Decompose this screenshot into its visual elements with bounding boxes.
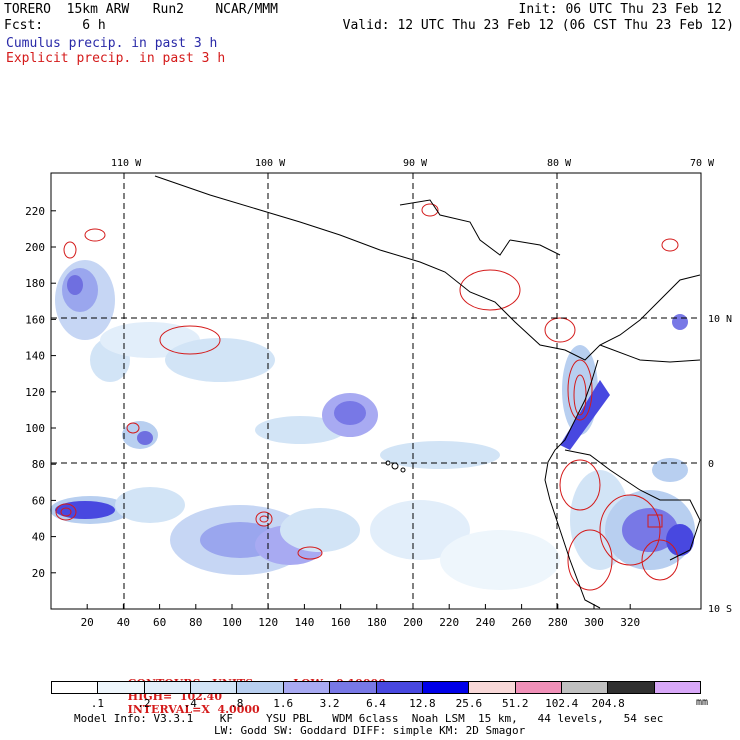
x-tick-label: 300 (584, 616, 604, 629)
longitude-labels: 110 W 100 W 90 W 80 W 70 W (111, 158, 715, 169)
precip-colorbar (51, 681, 701, 694)
precip-map: 110 W 100 W 90 W 80 W 70 W 10 N 0 10 S 2… (25, 158, 732, 629)
colorbar-label: 51.2 (502, 697, 529, 710)
x-tick-label: 180 (367, 616, 387, 629)
coastlines (154, 175, 701, 609)
colorbar-label: 12.8 (409, 697, 436, 710)
colorbar-labels: .1 .2 .4 .8 1.6 3.2 6.4 12.8 25.6 51.2 102.4 204.8 (0, 697, 740, 711)
colorbar-swatch (98, 682, 145, 693)
latitude-labels: 10 N 0 10 S (708, 314, 732, 615)
explicit-legend-label: Explicit precip. in past 3 h (6, 51, 226, 66)
colorbar-label: 204.8 (591, 697, 625, 710)
colorbar-label: 1.6 (273, 697, 294, 710)
colorbar-swatch (608, 682, 655, 693)
colorbar-label: 102.4 (545, 697, 579, 710)
colorbar-label: 25.6 (455, 697, 483, 710)
y-tick-label: 220 (25, 205, 45, 218)
y-tick-label: 20 (32, 567, 45, 580)
init-time: Init: 06 UTC Thu 23 Feb 12 (518, 2, 723, 17)
x-tick-label: 160 (331, 616, 351, 629)
y-tick-label: 80 (32, 458, 45, 471)
x-tick-label: 320 (620, 616, 640, 629)
colorbar-swatch (191, 682, 238, 693)
explicit-precip-contours (55, 203, 679, 591)
x-tick-label: 140 (294, 616, 314, 629)
colorbar-swatch (561, 682, 609, 693)
forecast-hour: Fcst: 6 h (4, 18, 106, 33)
lat-label: 10 S (708, 604, 732, 615)
colorbar-label: 6.4 (366, 697, 386, 710)
x-tick-label: 20 (81, 616, 94, 629)
model-physics-line: LW: Godd SW: Goddard DIFF: simple KM: 2D… (214, 724, 526, 737)
colorbar-swatch (376, 682, 423, 693)
cumulus-precip-shading (50, 260, 695, 590)
lat-label: 0 (708, 459, 714, 470)
x-tick-label: 200 (403, 616, 423, 629)
lon-label: 80 W (547, 158, 572, 169)
lon-label: 90 W (403, 158, 428, 169)
colorbar-swatch (330, 682, 377, 693)
lon-label: 70 W (690, 158, 715, 169)
x-tick-label: 60 (153, 616, 166, 629)
x-tick-label: 100 (222, 616, 242, 629)
x-tick-label: 240 (475, 616, 495, 629)
y-tick-label: 180 (25, 277, 45, 290)
cumulus-legend-label: Cumulus precip. in past 3 h (6, 36, 218, 51)
colorbar-swatch (469, 682, 516, 693)
colorbar-label: .1 (90, 697, 105, 710)
x-tick-label: 280 (548, 616, 568, 629)
colorbar-swatch (654, 682, 701, 693)
lat-label: 10 N (708, 314, 732, 325)
x-tick-label: 220 (439, 616, 459, 629)
x-tick-label: 260 (512, 616, 532, 629)
colorbar-label: .4 (183, 697, 197, 710)
colorbar-label: .2 (137, 697, 151, 710)
colorbar-swatch (515, 682, 562, 693)
contour-interval: INTERVAL=X 4.0000 (127, 703, 260, 716)
y-tick-label: 200 (25, 241, 45, 254)
y-tick-label: 120 (25, 386, 45, 399)
lon-label: 100 W (255, 158, 286, 169)
x-tick-label: 40 (117, 616, 130, 629)
colorbar-label: .8 (230, 697, 244, 710)
y-tick-label: 60 (32, 494, 45, 507)
model-info-line: Model Info: V3.3.1 KF YSU PBL WDM 6class… (74, 712, 664, 725)
valid-time: Valid: 12 UTC Thu 23 Feb 12 (06 CST Thu … (342, 18, 734, 33)
lat-lon-grid (51, 173, 701, 609)
x-tick-label: 80 (189, 616, 202, 629)
x-axis-ticks: 20 40 60 80 100 120 140 160 180 200 220 240 260 280 30… (81, 604, 640, 629)
lon-label: 110 W (111, 158, 142, 169)
colorbar-units: mm (696, 697, 709, 708)
y-tick-label: 100 (25, 422, 45, 435)
y-axis-ticks: 20 40 60 80 100 120 140 160 180 200 220 (25, 205, 56, 580)
colorbar-swatch (144, 682, 192, 693)
model-title: TORERO 15km ARW Run2 NCAR/MMM (4, 2, 278, 17)
map-frame (50, 172, 702, 610)
y-tick-label: 160 (25, 313, 45, 326)
colorbar-swatch (422, 682, 470, 693)
colorbar-swatch (52, 682, 99, 693)
y-tick-label: 140 (25, 350, 45, 363)
colorbar-swatch (237, 682, 284, 693)
y-tick-label: 40 (32, 531, 45, 544)
colorbar-swatch (283, 682, 331, 693)
x-tick-label: 120 (258, 616, 278, 629)
colorbar-label: 3.2 (319, 697, 340, 710)
